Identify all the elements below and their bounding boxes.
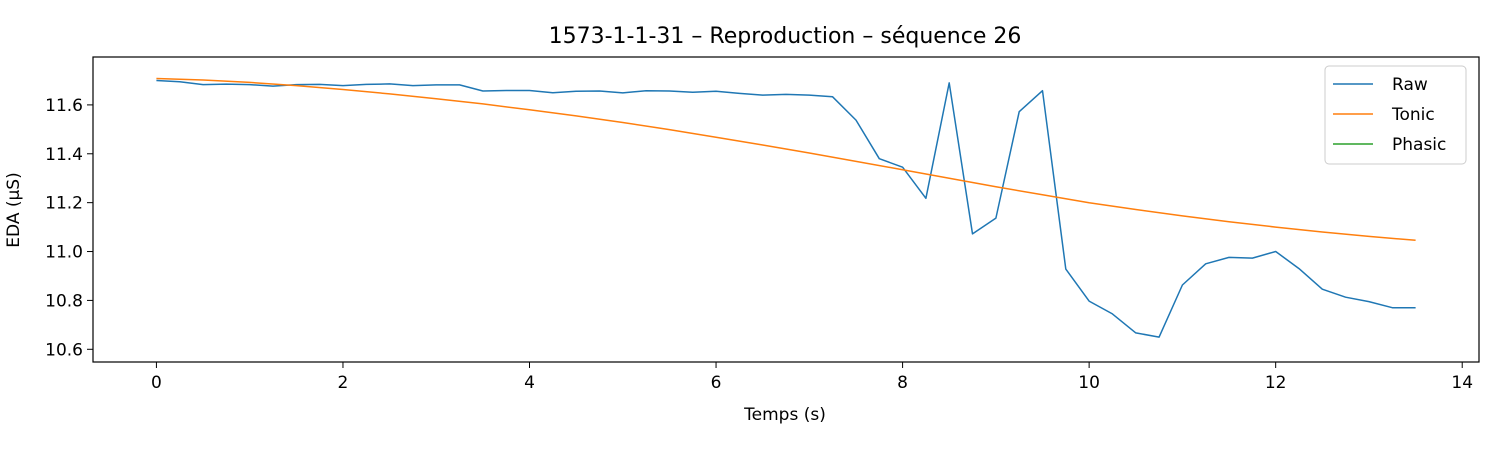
- y-axis-label: EDA (µS): [4, 172, 24, 247]
- x-tick-label: 6: [711, 373, 722, 393]
- legend-label-tonic: Tonic: [1391, 105, 1435, 125]
- y-axis: 10.6 10.8 11.0 11.2 11.4 11.6: [45, 96, 93, 360]
- x-axis-label: Temps (s): [743, 405, 826, 425]
- x-axis: 0 2 4 6 8 10 12 14: [151, 362, 1473, 393]
- y-tick-label: 10.6: [45, 340, 83, 360]
- x-tick-label: 12: [1265, 373, 1287, 393]
- y-tick-label: 11.0: [45, 243, 83, 263]
- plot-area: [156, 77, 1416, 338]
- legend-box: [1324, 65, 1467, 165]
- legend-label-phasic: Phasic: [1392, 135, 1446, 155]
- series-line-tonic: [156, 77, 1416, 242]
- series-line-raw: [156, 79, 1416, 338]
- x-tick-label: 4: [524, 373, 535, 393]
- x-tick-label: 14: [1451, 373, 1473, 393]
- legend: Raw Tonic Phasic: [1324, 65, 1467, 165]
- y-tick-label: 11.2: [45, 194, 83, 214]
- legend-label-raw: Raw: [1392, 75, 1428, 95]
- y-tick-label: 11.4: [45, 145, 83, 165]
- x-tick-label: 10: [1078, 373, 1100, 393]
- plot-frame: [92, 56, 1480, 363]
- y-tick-label: 10.8: [45, 291, 83, 311]
- x-tick-label: 2: [338, 373, 349, 393]
- y-tick-label: 11.6: [45, 96, 83, 116]
- chart-title: 1573-1-1-31 – Reproduction – séquence 26: [549, 24, 1022, 49]
- x-tick-label: 0: [151, 373, 162, 393]
- x-tick-label: 8: [897, 373, 908, 393]
